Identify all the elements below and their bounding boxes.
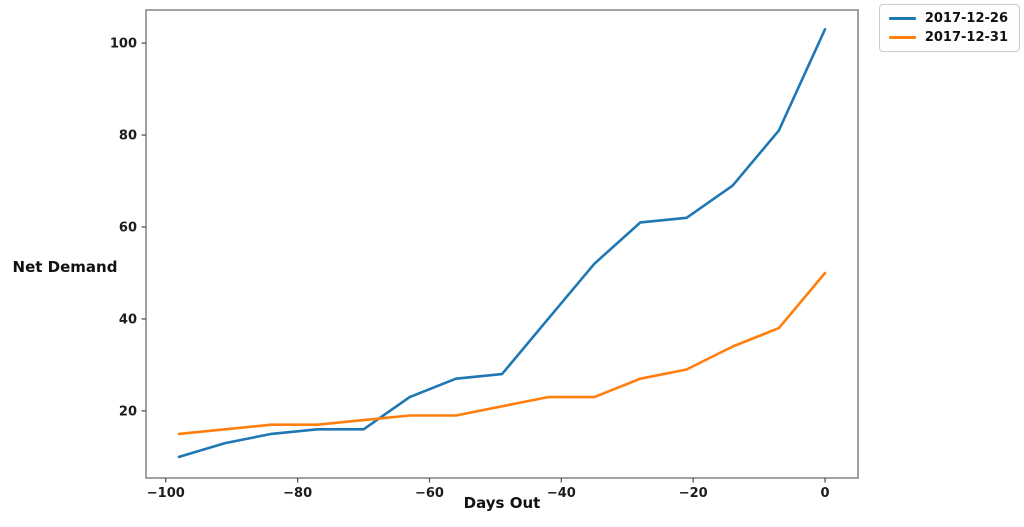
x-tick-label: −60 (415, 486, 444, 501)
legend-line-swatch (888, 36, 916, 39)
series-line-2017-12-31 (177, 271, 827, 436)
x-tick-label: −80 (283, 486, 312, 501)
legend: 2017-12-26 2017-12-31 (878, 4, 1020, 52)
x-tick-label: −100 (147, 486, 185, 501)
y-tick-label: 100 (110, 37, 137, 52)
y-axis-label: Net Demand (12, 258, 118, 276)
legend-label: 2017-12-26 (924, 11, 1008, 26)
legend-label: 2017-12-31 (924, 30, 1008, 45)
legend-item: 2017-12-31 (888, 30, 1008, 45)
y-tick-label: 20 (119, 404, 137, 419)
x-axis-label: Days Out (463, 494, 541, 512)
y-tick-label: 40 (119, 312, 137, 327)
x-tick-label: −40 (547, 486, 576, 501)
y-tick-label: 80 (119, 129, 137, 144)
legend-item: 2017-12-26 (888, 11, 1008, 26)
x-tick-label: −20 (679, 486, 708, 501)
series-line-2017-12-26 (177, 27, 827, 459)
y-tick-label: 60 (119, 220, 137, 235)
legend-line-swatch (888, 17, 916, 20)
x-tick-label: 0 (821, 486, 830, 501)
plot-border (145, 9, 859, 479)
